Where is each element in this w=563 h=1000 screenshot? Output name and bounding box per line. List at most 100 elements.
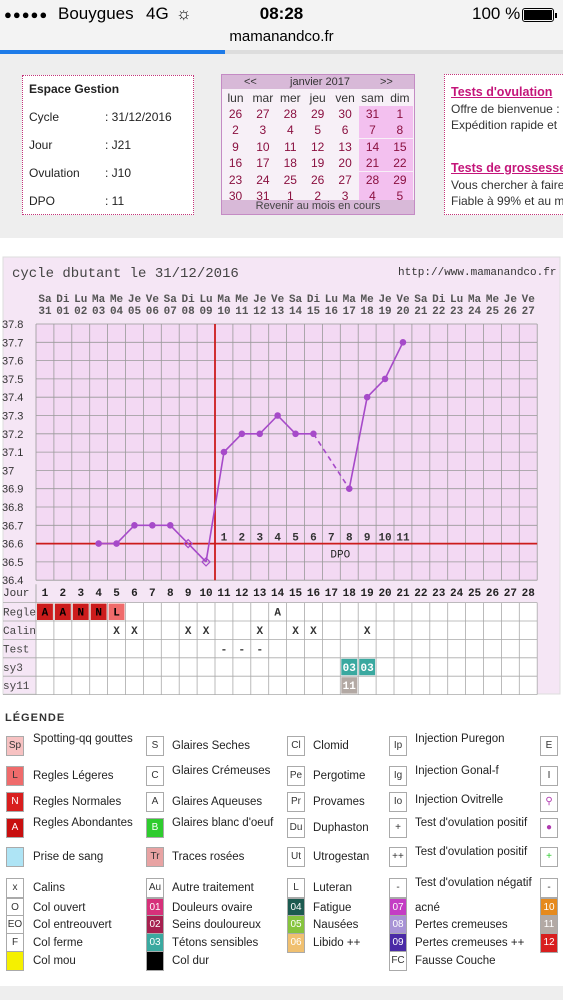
calendar-day[interactable]: 29: [386, 171, 414, 188]
cycle-day-number: 17: [325, 588, 338, 600]
calendar-day[interactable]: 31: [256, 189, 270, 203]
date-label: 15: [307, 306, 321, 318]
weekday-jeu: jeu: [309, 91, 326, 105]
date-label: 04: [110, 306, 124, 318]
calendar-day[interactable]: 5: [314, 123, 322, 138]
cycle-day-number: 5: [113, 588, 120, 600]
legend-label: Autre traitement: [172, 882, 254, 894]
temperature-chart-panel: cycle dbutant le 31/12/2016 http://www.ma…: [0, 238, 563, 703]
temperature-line: [348, 397, 368, 489]
date-label: 31: [38, 306, 52, 318]
row-label-Test: Test: [3, 644, 29, 656]
y-tick-label: 37: [2, 465, 14, 477]
calendar-header: << janvier 2017 >>: [222, 75, 414, 89]
legend-label: Col mou: [33, 955, 76, 967]
legend-swatch: 12: [540, 933, 558, 953]
calendar-day[interactable]: 16: [228, 156, 243, 171]
calendar-day[interactable]: 20: [338, 156, 352, 171]
calendar-day[interactable]: 23: [228, 172, 243, 187]
observation-cell-fill: [37, 603, 53, 620]
calendar-day[interactable]: 27: [338, 172, 352, 187]
calendar-day[interactable]: 2: [314, 189, 322, 203]
date-label: 05: [128, 306, 142, 318]
calendar-day[interactable]: 26: [311, 172, 325, 187]
calendar-day[interactable]: 13: [338, 139, 352, 154]
calendar-day[interactable]: 14: [359, 138, 386, 155]
calendar-day[interactable]: 17: [256, 156, 270, 171]
address-bar[interactable]: mamanandco.fr: [229, 28, 334, 45]
calendar-day[interactable]: 25: [283, 172, 297, 187]
date-label: 26: [504, 306, 517, 318]
calendar-day[interactable]: 12: [311, 139, 325, 154]
calendar-day[interactable]: 8: [386, 122, 414, 139]
calendar-day[interactable]: 11: [284, 139, 297, 154]
legend-label: Provames: [313, 796, 365, 808]
calendar-day[interactable]: 2: [232, 123, 239, 138]
calendar-day[interactable]: 28: [283, 107, 297, 121]
cycle-day-number: 2: [60, 588, 67, 600]
calendar-next-button[interactable]: >>: [380, 76, 393, 88]
observation-mark: X: [310, 626, 317, 638]
legend-swatch: -: [389, 878, 407, 898]
legend-swatch: F: [6, 933, 24, 953]
calendar-day[interactable]: 21: [359, 155, 386, 172]
ad-link-grossesse[interactable]: Tests de grossesse: [451, 161, 563, 175]
espace-gestion-panel: Espace Gestion Cycle: 31/12/2016 Jour: J…: [22, 75, 194, 215]
day-abbr-label: Lu: [199, 294, 212, 306]
calendar-day[interactable]: 9: [232, 139, 239, 154]
chart-url: http://www.mamanandco.fr: [398, 267, 556, 279]
legend-swatch: C: [146, 766, 164, 786]
calendar-day[interactable]: 31: [359, 106, 386, 122]
observation-mark: -: [256, 644, 263, 656]
legend-panel: LÉGENDE Sp Spotting-qq gouttes S Glaires Se…: [0, 703, 563, 986]
calendar-day[interactable]: 3: [259, 123, 267, 138]
cycle-day-number: 4: [95, 588, 102, 600]
y-tick-label: 37.8: [2, 319, 23, 331]
ad-link-ovulation[interactable]: Tests d'ovulation: [451, 85, 553, 99]
legend-swatch: 01: [146, 898, 164, 918]
cycle-day-number: 13: [253, 588, 267, 600]
temperature-point: [363, 393, 371, 401]
dpo-number: 3: [256, 533, 263, 545]
calendar-day[interactable]: 28: [359, 171, 386, 188]
date-label: 19: [378, 306, 391, 318]
calendar-day[interactable]: 26: [228, 107, 243, 121]
calendar-current-month-link[interactable]: Revenir au mois en cours: [222, 200, 414, 214]
calendar-day[interactable]: 4: [286, 123, 294, 138]
date-label: 11: [235, 306, 249, 318]
calendar-day[interactable]: 7: [359, 122, 386, 139]
legend-swatch: [6, 951, 24, 971]
day-abbr-label: Di: [182, 294, 196, 306]
calendar-day[interactable]: 19: [311, 156, 325, 171]
legend-label: Test d'ovulation positif: [415, 817, 528, 829]
legend-swatch: Ut: [287, 847, 305, 867]
calendar-day[interactable]: 27: [256, 107, 270, 121]
calendar-day[interactable]: 22: [386, 155, 414, 172]
legend-swatch: Ig: [389, 766, 407, 786]
calendar-day[interactable]: 1: [286, 189, 294, 203]
legend-label: Seins douloureux: [172, 919, 261, 931]
legend-label: Col dur: [172, 955, 210, 967]
cycle-day-number: 19: [361, 588, 374, 600]
calendar-day[interactable]: 15: [386, 138, 414, 155]
activity-spinner-icon: ☼: [176, 4, 192, 23]
calendar-day[interactable]: 6: [341, 123, 349, 138]
day-abbr-label: Sa: [289, 294, 303, 306]
legend-swatch: Cl: [287, 736, 305, 756]
calendar-day[interactable]: 1: [386, 106, 414, 122]
calendar-day[interactable]: 30: [338, 107, 352, 121]
legend-swatch: Pe: [287, 766, 305, 786]
gestion-title: Espace Gestion: [29, 82, 120, 96]
calendar-day[interactable]: 18: [283, 156, 297, 171]
legend-label: Pertes cremeuses ++: [415, 937, 525, 949]
calendar-day[interactable]: 3: [341, 189, 349, 203]
calendar-day[interactable]: 24: [256, 172, 270, 187]
temperature-point: [113, 540, 120, 547]
calendar-day[interactable]: 10: [256, 139, 270, 154]
gestion-row-dpo: DPO: 11: [29, 194, 125, 208]
legend-label: Test d'ovulation négatif: [415, 877, 532, 889]
calendar-day[interactable]: 30: [228, 189, 243, 203]
day-abbr-label: Je: [128, 294, 142, 306]
calendar-prev-button[interactable]: <<: [244, 76, 257, 88]
calendar-day[interactable]: 29: [311, 107, 325, 121]
